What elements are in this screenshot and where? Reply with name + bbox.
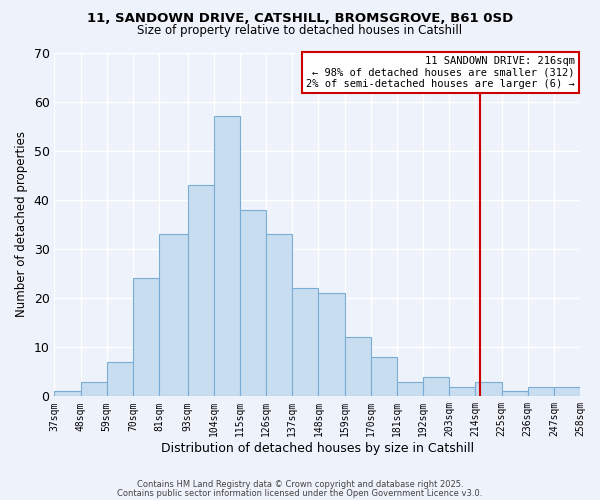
Bar [554,386,580,396]
Bar [527,386,554,396]
Text: 11 SANDOWN DRIVE: 216sqm
← 98% of detached houses are smaller (312)
2% of semi-d: 11 SANDOWN DRIVE: 216sqm ← 98% of detach… [306,56,575,89]
Bar [502,392,527,396]
Text: Contains public sector information licensed under the Open Government Licence v3: Contains public sector information licen… [118,488,482,498]
Text: Contains HM Land Registry data © Crown copyright and database right 2025.: Contains HM Land Registry data © Crown c… [137,480,463,489]
Bar [214,116,240,396]
Bar [188,185,214,396]
Y-axis label: Number of detached properties: Number of detached properties [15,132,28,318]
Bar [397,382,423,396]
Bar [371,357,397,397]
Bar [449,386,475,396]
Bar [344,338,371,396]
Text: Size of property relative to detached houses in Catshill: Size of property relative to detached ho… [137,24,463,37]
Bar [133,278,159,396]
Bar [107,362,133,396]
Text: 11, SANDOWN DRIVE, CATSHILL, BROMSGROVE, B61 0SD: 11, SANDOWN DRIVE, CATSHILL, BROMSGROVE,… [87,12,513,26]
Bar [475,382,502,396]
Bar [292,288,319,397]
Bar [423,376,449,396]
X-axis label: Distribution of detached houses by size in Catshill: Distribution of detached houses by size … [161,442,474,455]
Bar [159,234,188,396]
Bar [55,392,80,396]
Bar [80,382,107,396]
Bar [319,293,344,397]
Bar [240,210,266,396]
Bar [266,234,292,396]
